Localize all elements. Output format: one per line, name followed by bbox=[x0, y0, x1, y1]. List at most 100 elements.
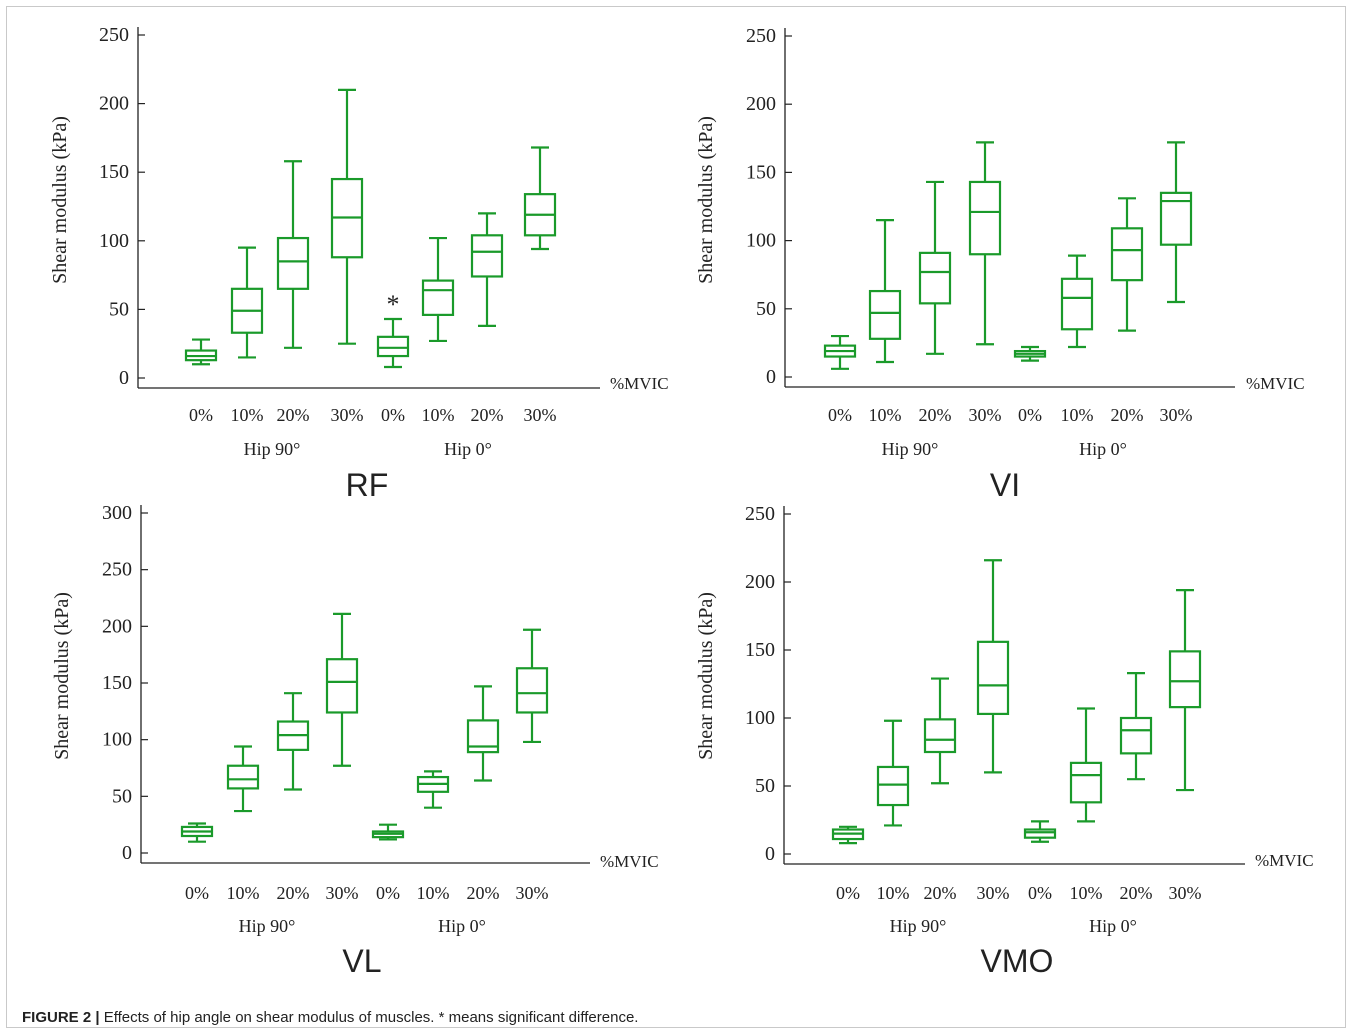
y-tick-label: 150 bbox=[102, 672, 132, 694]
box-hip0-0pct: * bbox=[376, 290, 410, 369]
box-iqr bbox=[226, 764, 260, 790]
y-axis-label: Shear modulus (kPa) bbox=[695, 592, 717, 760]
x-tick-label: 30% bbox=[977, 883, 1010, 903]
box-iqr bbox=[376, 335, 410, 358]
y-tick-label: 50 bbox=[756, 298, 776, 320]
group-label: Hip 0° bbox=[1079, 439, 1127, 459]
box-hip0-30pct bbox=[523, 146, 557, 251]
box-hip0-0pct bbox=[1013, 345, 1047, 362]
box-iqr bbox=[1159, 191, 1193, 246]
x-tick-label: 10% bbox=[877, 883, 910, 903]
y-tick-label: 100 bbox=[102, 729, 132, 751]
panel-title: RF bbox=[346, 467, 389, 503]
box-hip90-0pct bbox=[823, 334, 857, 370]
box-hip90-0pct bbox=[831, 825, 865, 845]
x-axis-label: %MVIC bbox=[600, 852, 659, 871]
box-hip0-0pct bbox=[1023, 820, 1057, 843]
y-tick-label: 50 bbox=[755, 775, 775, 797]
x-axis-label: %MVIC bbox=[1255, 851, 1314, 870]
x-tick-label: 20% bbox=[919, 405, 952, 425]
y-tick-label: 250 bbox=[99, 24, 129, 46]
box-iqr bbox=[923, 718, 957, 754]
box-iqr bbox=[1060, 277, 1094, 331]
box-hip0-20pct bbox=[1110, 197, 1144, 332]
figure-panels: 0 50 100 150 200 250 Shear modulus (kPa) %MVIC 0… bbox=[49, 24, 1314, 979]
box-hip0-30pct bbox=[1159, 141, 1193, 304]
box-hip0-20pct bbox=[470, 212, 504, 327]
group-label: Hip 90° bbox=[890, 916, 947, 936]
box-hip90-20pct bbox=[276, 160, 310, 349]
y-tick-label: 0 bbox=[765, 843, 775, 865]
box-hip0-10pct bbox=[1060, 254, 1094, 349]
y-axis-label: Shear modulus (kPa) bbox=[49, 116, 71, 284]
box-hip90-30pct bbox=[325, 612, 359, 767]
box-iqr bbox=[466, 719, 500, 754]
y-tick-label: 50 bbox=[112, 785, 132, 807]
y-tick-label: 250 bbox=[746, 25, 776, 47]
chart-panel-vl: 0 50 100 150 200 250 300 Shear modulus (kPa) %MV… bbox=[51, 502, 659, 979]
panel-title: VL bbox=[342, 943, 381, 979]
box-iqr bbox=[876, 765, 910, 807]
box-hip0-10pct bbox=[416, 770, 450, 809]
box-iqr bbox=[325, 658, 359, 714]
x-tick-label: 0% bbox=[381, 405, 405, 425]
y-tick-label: 0 bbox=[122, 842, 132, 864]
x-tick-label: 10% bbox=[227, 883, 260, 903]
y-tick-label: 200 bbox=[746, 93, 776, 115]
box-hip90-20pct bbox=[918, 180, 952, 355]
box-hip90-20pct bbox=[923, 677, 957, 785]
box-iqr bbox=[276, 236, 310, 290]
x-tick-label: 20% bbox=[467, 883, 500, 903]
x-tick-label: 20% bbox=[924, 883, 957, 903]
x-tick-label: 0% bbox=[189, 405, 213, 425]
box-hip0-30pct bbox=[515, 628, 549, 744]
y-tick-label: 0 bbox=[119, 367, 129, 389]
y-tick-label: 50 bbox=[109, 298, 129, 320]
x-tick-label: 0% bbox=[836, 883, 860, 903]
significance-marker: * bbox=[387, 290, 400, 319]
x-axis-label: %MVIC bbox=[610, 374, 669, 393]
x-tick-label: 30% bbox=[969, 405, 1002, 425]
box-iqr bbox=[968, 180, 1002, 256]
x-tick-label: 20% bbox=[471, 405, 504, 425]
box-hip90-10pct bbox=[226, 745, 260, 813]
box-hip0-20pct bbox=[1119, 672, 1153, 781]
y-tick-label: 150 bbox=[746, 161, 776, 183]
box-hip0-20pct bbox=[466, 685, 500, 782]
panel-title: VI bbox=[990, 467, 1020, 503]
box-hip0-10pct bbox=[1069, 707, 1103, 823]
x-tick-label: 20% bbox=[1120, 883, 1153, 903]
chart-panel-rf: 0 50 100 150 200 250 Shear modulus (kPa) %MVIC 0… bbox=[49, 24, 669, 503]
box-hip90-0pct bbox=[180, 822, 214, 843]
y-tick-label: 150 bbox=[99, 161, 129, 183]
y-tick-label: 250 bbox=[745, 503, 775, 525]
group-label: Hip 90° bbox=[239, 916, 296, 936]
y-tick-label: 200 bbox=[102, 615, 132, 637]
box-hip90-20pct bbox=[276, 692, 310, 791]
x-tick-label: 10% bbox=[422, 405, 455, 425]
y-axis-label: Shear modulus (kPa) bbox=[51, 592, 73, 760]
box-hip90-10pct bbox=[230, 246, 264, 359]
box-iqr bbox=[1023, 828, 1057, 839]
box-iqr bbox=[421, 279, 455, 316]
x-tick-label: 0% bbox=[185, 883, 209, 903]
x-tick-label: 10% bbox=[1061, 405, 1094, 425]
x-tick-label: 30% bbox=[524, 405, 557, 425]
y-tick-label: 100 bbox=[746, 230, 776, 252]
box-hip90-10pct bbox=[876, 719, 910, 827]
y-axis-label: Shear modulus (kPa) bbox=[695, 116, 717, 284]
y-tick-label: 200 bbox=[745, 571, 775, 593]
group-label: Hip 0° bbox=[444, 439, 492, 459]
x-tick-label: 0% bbox=[828, 405, 852, 425]
x-tick-label: 10% bbox=[231, 405, 264, 425]
figure-frame bbox=[6, 6, 1346, 1028]
box-iqr bbox=[1069, 761, 1103, 804]
box-iqr bbox=[1119, 716, 1153, 755]
box-hip90-30pct bbox=[976, 559, 1010, 774]
box-hip0-0pct bbox=[371, 823, 405, 841]
chart-panel-vmo: 0 50 100 150 200 250 Shear modulus (kPa) %MVIC 0… bbox=[695, 503, 1314, 979]
x-tick-label: 0% bbox=[1018, 405, 1042, 425]
x-tick-label: 30% bbox=[516, 883, 549, 903]
y-tick-label: 100 bbox=[745, 707, 775, 729]
y-tick-label: 300 bbox=[102, 502, 132, 524]
